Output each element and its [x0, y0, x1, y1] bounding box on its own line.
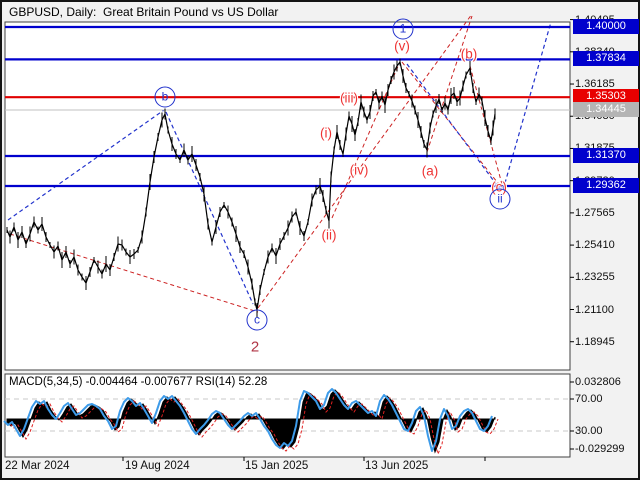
blue-wave-path-line [165, 111, 254, 305]
blue-wave-path-line [7, 109, 165, 221]
red-projection-line [257, 13, 473, 309]
indicator-header: MACD(5,34,5) -0.004464 -0.007677 RSI(14)… [9, 376, 268, 388]
macd-signal-line [3, 388, 493, 452]
macd-dashed-line [9, 391, 499, 456]
chart-title: GBPUSD, Daily: Great Britain Pound vs US… [9, 5, 279, 19]
price-plot-area [4, 21, 571, 371]
blue-wave-path-line [406, 63, 500, 189]
blue-wave-path-line [502, 21, 552, 191]
red-projection-line [426, 15, 473, 153]
red-projection-line [401, 61, 502, 188]
